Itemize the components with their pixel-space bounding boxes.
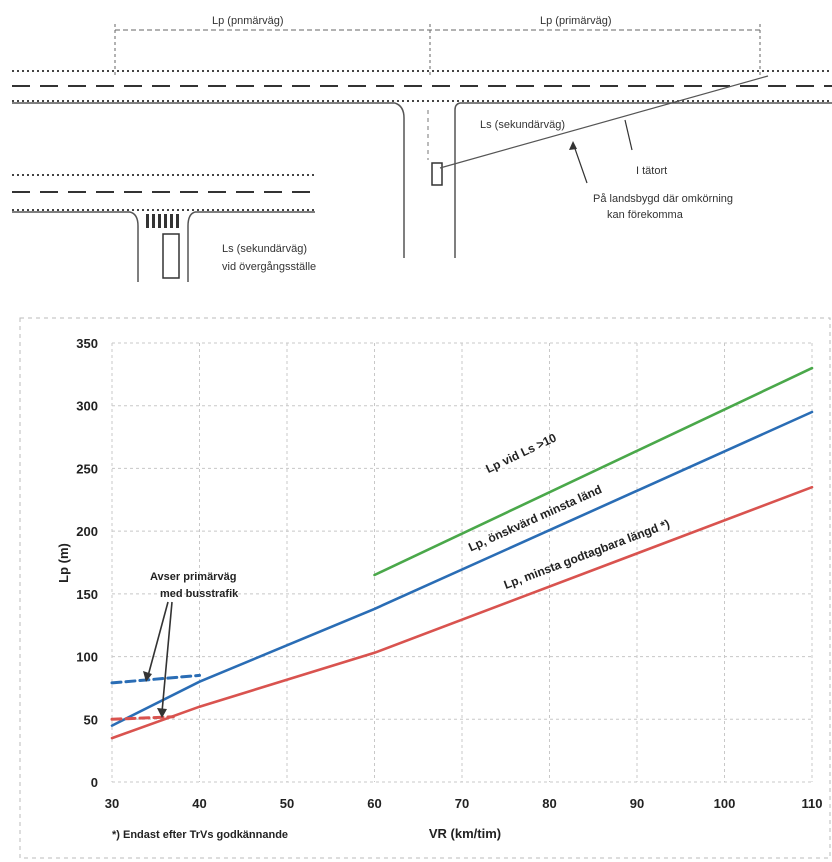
y-tick-labels: 0 50 100 150 200 250 300 350: [76, 336, 98, 790]
road-diagram: Lp (pnmärväg) Lp (primärväg) Ls (sekundä…: [12, 15, 832, 282]
y-tick-label: 250: [76, 461, 98, 476]
series-line-0: [373, 366, 814, 577]
overgangsstalle-label: vid övergångsställe: [222, 261, 316, 273]
y-tick-label: 200: [76, 524, 98, 539]
x-tick-label: 40: [192, 796, 206, 811]
y-tick-label: 50: [84, 712, 98, 727]
car-icon: [431, 162, 443, 186]
series-line-3: [110, 673, 201, 685]
x-tick-label: 50: [280, 796, 294, 811]
series-label-green: Lp vid Ls >10: [484, 430, 559, 475]
y-tick-label: 300: [76, 399, 98, 414]
chart: 30 40 50 60 70 80 90 100 110 0 50 100 150 200 250 300 3…: [19, 317, 831, 859]
series-line-1: [110, 410, 814, 727]
landsbygd-label-1: På landsbygd där omkörning: [593, 193, 733, 205]
x-tick-label: 100: [714, 796, 736, 811]
annotation-line-1: Avser primärväg: [150, 571, 236, 583]
grid: [111, 342, 813, 783]
series-label-blue: Lp, önskvärd minsta länd: [466, 482, 604, 554]
y-tick-label: 0: [91, 775, 98, 790]
x-tick-labels: 30 40 50 60 70 80 90 100 110: [105, 796, 823, 811]
landsbygd-label-2: kan förekomma: [607, 209, 684, 221]
y-tick-label: 100: [76, 650, 98, 665]
y-tick-label: 350: [76, 336, 98, 351]
ls-label-main: Ls (sekundärväg): [480, 119, 565, 131]
footnote: *) Endast efter TrVs godkännande: [112, 829, 288, 841]
annotation-line-2: med busstrafik: [160, 588, 239, 600]
lp-label-1: Lp (pnmärväg): [212, 15, 284, 27]
x-tick-label: 30: [105, 796, 119, 811]
i-tatort-label: I tätort: [636, 165, 667, 177]
x-tick-label: 60: [367, 796, 381, 811]
chart-frame: [19, 317, 831, 859]
busstrafik-annotation: Avser primärväg med busstrafik: [143, 571, 239, 718]
series-lines: [110, 366, 814, 740]
ls-label-cross: Ls (sekundärväg): [222, 243, 307, 255]
x-axis-label: VR (km/tim): [429, 826, 501, 841]
series-labels: Lp vid Ls >10 Lp, önskvärd minsta länd L…: [466, 430, 671, 591]
x-tick-label: 90: [630, 796, 644, 811]
bus-icon: [162, 233, 180, 279]
y-axis-label: Lp (m): [56, 543, 71, 583]
lp-label-2: Lp (primärväg): [540, 15, 612, 27]
x-tick-label: 80: [542, 796, 556, 811]
x-tick-label: 70: [455, 796, 469, 811]
series-line-2: [110, 485, 814, 740]
crosswalk: [146, 214, 179, 228]
series-line-4: [110, 715, 175, 721]
x-tick-label: 110: [802, 796, 823, 811]
y-tick-label: 150: [76, 587, 98, 602]
